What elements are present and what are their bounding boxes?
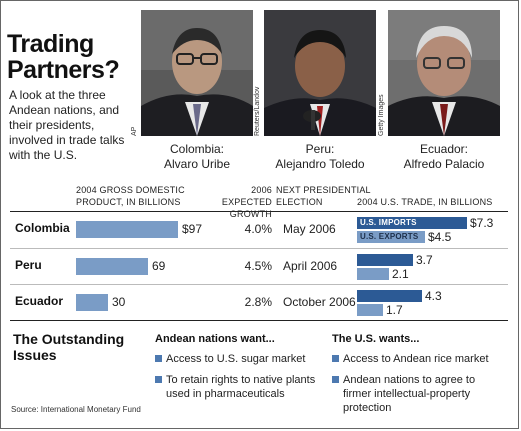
country-label: Ecuador	[15, 294, 64, 308]
bullet-icon	[332, 376, 339, 383]
photo-palacio	[388, 10, 500, 136]
andean-item: To retain rights to native plants used i…	[166, 374, 316, 400]
exports-value: $4.5	[428, 230, 452, 244]
imports-value: $7.3	[470, 216, 494, 230]
intro-text: A look at the three Andean nations, and …	[9, 88, 125, 162]
header-election-line-2: ELECTION	[276, 197, 323, 207]
us-item: Access to Andean rice market	[343, 353, 489, 365]
header-trade: 2004 U.S. TRADE, IN BILLIONS	[357, 197, 493, 207]
row-divider	[10, 248, 508, 249]
bullet-icon	[155, 376, 162, 383]
title-line-2: Partners?	[7, 56, 120, 84]
growth-value: 4.0%	[244, 222, 272, 236]
imports-bar: U.S. IMPORTS	[357, 217, 467, 229]
caption-president: Alvaro Uribe	[163, 157, 231, 171]
caption-country: Colombia:	[169, 142, 225, 156]
source-note: Source: International Monetary Fund	[11, 405, 141, 414]
us-item: Andean nations to agree to firmer intell…	[343, 374, 476, 414]
imports-value: 3.7	[416, 253, 433, 267]
andean-item: Access to U.S. sugar market	[166, 353, 306, 365]
election-value: April 2006	[283, 259, 338, 273]
country-label: Colombia	[15, 221, 70, 235]
exports-bar	[357, 304, 383, 316]
gdp-bar	[76, 294, 108, 311]
gdp-value: 30	[112, 295, 126, 309]
header-gdp: 2004 GROSS DOMESTIC PRODUCT, IN BILLIONS	[76, 184, 185, 208]
photo-toledo	[264, 10, 376, 136]
election-value: October 2006	[283, 295, 356, 309]
gdp-bar	[76, 258, 148, 275]
caption-peru: Peru: Alejandro Toledo	[260, 142, 380, 172]
exports-bar	[357, 268, 389, 280]
header-gdp-line-2: PRODUCT, IN BILLIONS	[76, 197, 181, 207]
caption-country: Peru:	[305, 142, 335, 156]
exports-value: 1.7	[386, 303, 403, 317]
imports-bar	[357, 290, 422, 302]
growth-value: 2.8%	[244, 295, 272, 309]
country-label: Peru	[15, 258, 42, 272]
header-growth: 2006 EXPECTED GROWTH	[208, 184, 272, 220]
portrait-toledo	[264, 10, 376, 136]
andean-wants-title: Andean nations want...	[155, 333, 275, 345]
row-divider	[10, 284, 508, 285]
imports-bar	[357, 254, 413, 266]
credit-toledo: Reuters/Landov	[254, 86, 261, 136]
issues-heading: The Outstanding Issues	[13, 331, 124, 363]
issues-heading-line-1: The Outstanding	[13, 331, 125, 347]
caption-president: Alejandro Toledo	[275, 157, 365, 171]
gdp-bar	[76, 221, 178, 238]
portrait-palacio	[388, 10, 500, 136]
header-election: NEXT PRESIDENTIAL ELECTION	[276, 184, 371, 208]
caption-ecuador: Ecuador: Alfredo Palacio	[384, 142, 504, 172]
imports-value: 4.3	[425, 289, 442, 303]
gdp-value: $97	[182, 222, 203, 236]
issues-heading-line-2: Issues	[13, 347, 57, 363]
imports-legend-label: U.S. IMPORTS	[360, 218, 417, 227]
table-bottom-rule	[10, 320, 508, 321]
header-rule	[10, 211, 508, 212]
title-line-1: Trading	[7, 30, 94, 58]
header-gdp-line-1: 2004 GROSS DOMESTIC	[76, 185, 185, 195]
us-wants-title: The U.S. wants...	[332, 333, 420, 345]
exports-value: 2.1	[392, 267, 409, 281]
caption-country: Ecuador:	[419, 142, 469, 156]
photo-uribe	[141, 10, 253, 136]
graphic-title: Trading Partners?	[7, 31, 137, 83]
portrait-uribe	[141, 10, 253, 136]
header-growth-line-1: 2006 EXPECTED	[221, 185, 272, 207]
credit-palacio: Getty Images	[378, 94, 385, 136]
election-value: May 2006	[283, 222, 336, 236]
caption-president: Alfredo Palacio	[403, 157, 485, 171]
bullet-icon	[332, 355, 339, 362]
credit-uribe: AP	[131, 126, 138, 136]
bullet-icon	[155, 355, 162, 362]
gdp-value: 69	[152, 259, 166, 273]
exports-bar: U.S. EXPORTS	[357, 231, 425, 243]
exports-legend-label: U.S. EXPORTS	[360, 232, 419, 241]
caption-colombia: Colombia: Alvaro Uribe	[137, 142, 257, 172]
header-growth-line-2: GROWTH	[229, 209, 272, 219]
growth-value: 4.5%	[244, 259, 272, 273]
header-election-line-1: NEXT PRESIDENTIAL	[276, 185, 371, 195]
